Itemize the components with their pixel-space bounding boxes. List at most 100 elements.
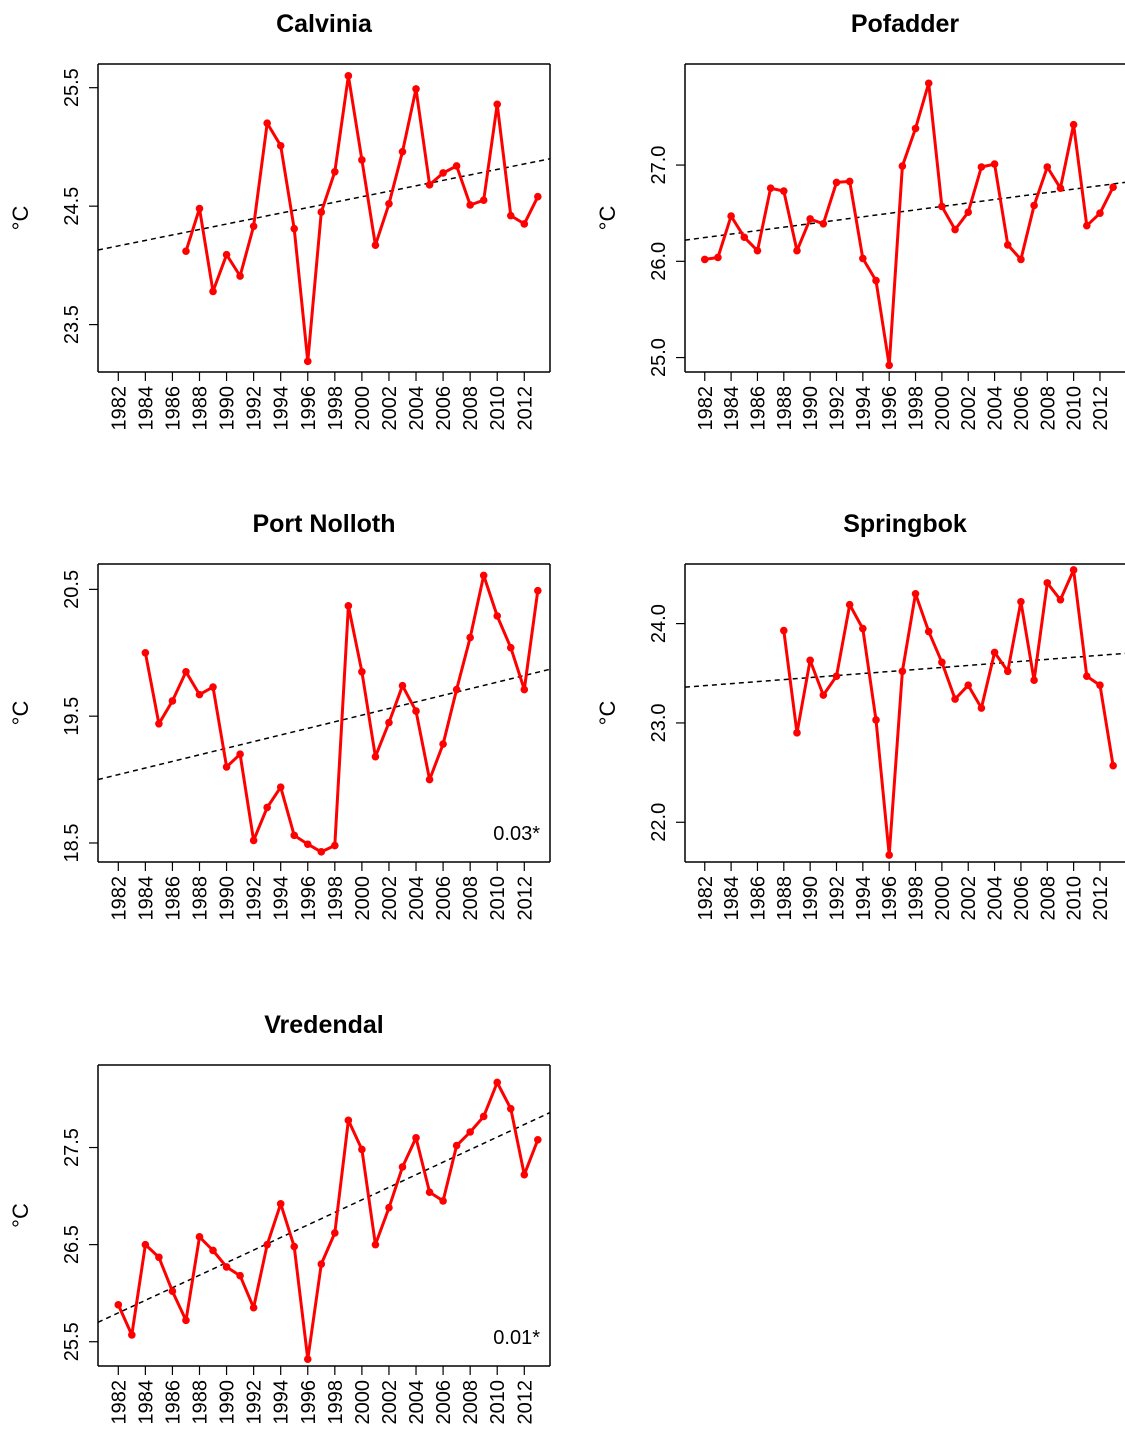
pofadder-data-point (766, 184, 775, 192)
vredendal-x-tick-label: 2012 (514, 1380, 536, 1425)
port-nolloth-data-point (371, 752, 380, 761)
port-nolloth-data-point (412, 707, 420, 715)
calvinia-data-point (182, 247, 190, 255)
pofadder-x-tick-label: 1982 (695, 386, 717, 431)
calvinia-x-tick-label: 1986 (162, 386, 184, 431)
vredendal-x-tick-label: 1986 (162, 1380, 184, 1425)
port-nolloth-data-point (317, 848, 326, 856)
pofadder-data-point (740, 233, 749, 242)
port-nolloth-y-axis-label: °C (8, 701, 33, 726)
pofadder-y-tick-label: 25.0 (648, 338, 670, 377)
pofadder-title: Pofadder (851, 10, 960, 38)
vredendal-data-point (249, 1303, 258, 1312)
calvinia-panel: Calvinia °C 23.5 24.5 25.5 1982 1984 1986 1988 19… (8, 10, 551, 431)
springbok-x-tick-label: 1994 (853, 876, 875, 921)
springbok-data-point (1069, 566, 1078, 574)
pofadder-data-point (1017, 255, 1025, 264)
pofadder-x-tick-label: 1990 (800, 386, 822, 431)
calvinia-x-tick-label: 2004 (406, 386, 428, 431)
pofadder-x-tick-label: 2008 (1037, 386, 1059, 431)
vredendal-y-tick-label: 26.5 (61, 1225, 83, 1264)
port-nolloth-data-point (195, 690, 204, 699)
vredendal-data-point (317, 1260, 326, 1268)
pofadder-data-point (753, 246, 762, 255)
vredendal-x-tick-label: 1988 (189, 1380, 211, 1425)
pofadder-x-tick-label: 2012 (1090, 386, 1112, 431)
vredendal-data-point (385, 1203, 393, 1212)
calvinia-series-line (184, 74, 540, 363)
springbok-x-tick-label: 2010 (1064, 876, 1086, 921)
port-nolloth-data-point (398, 681, 407, 690)
calvinia-x-tick-label: 1996 (298, 386, 320, 431)
springbok-data-point (819, 691, 828, 699)
port-nolloth-title: Port Nolloth (252, 510, 395, 538)
pofadder-data-point (1082, 221, 1091, 230)
springbok-title: Springbok (843, 510, 967, 538)
vredendal-data-point (141, 1240, 150, 1249)
pofadder-y-tick-label: 26.0 (648, 242, 670, 281)
port-nolloth-x-tick-label: 1992 (244, 876, 266, 921)
springbok-data-point (938, 658, 946, 667)
vredendal-x-tick-label: 2008 (460, 1380, 482, 1425)
springbok-data-point (780, 626, 788, 635)
calvinia-data-point (303, 357, 312, 366)
pofadder-x-tick-label: 1986 (747, 386, 769, 431)
springbok-x-tick-label: 2006 (1011, 876, 1033, 921)
pofadder-x-tick-label: 2006 (1011, 386, 1033, 431)
port-nolloth-data-point (236, 750, 244, 759)
port-nolloth-x-tick-label: 1990 (217, 876, 239, 921)
springbok-data-point (885, 851, 893, 859)
port-nolloth-data-point (168, 697, 177, 705)
pofadder-x-tick-label: 1998 (906, 386, 928, 431)
calvinia-data-point (276, 141, 285, 150)
port-nolloth-data-point (209, 683, 217, 691)
vredendal-data-point (155, 1253, 163, 1262)
pofadder-y-axis-label: °C (595, 206, 620, 231)
calvinia-data-point (195, 204, 204, 213)
pofadder-data-point (924, 79, 933, 88)
calvinia-data-point (439, 169, 447, 177)
springbok-data-point (832, 672, 841, 681)
vredendal-data-point (493, 1078, 502, 1087)
port-nolloth-x-tick-label: 1984 (135, 876, 157, 921)
vredendal-data-point (331, 1229, 339, 1237)
pofadder-data-point (806, 215, 814, 223)
vredendal-data-point (412, 1134, 420, 1142)
calvinia-x-tick-label: 1998 (325, 386, 347, 431)
vredendal-data-point (168, 1287, 177, 1296)
calvinia-title: Calvinia (276, 10, 373, 38)
vredendal-data-point (303, 1355, 312, 1364)
calvinia-data-point (290, 224, 299, 233)
port-nolloth-data-point (331, 841, 339, 850)
port-nolloth-trend-line (98, 668, 550, 781)
port-nolloth-x-tick-label: 1988 (189, 876, 211, 921)
vredendal-data-point (222, 1263, 231, 1271)
calvinia-data-point (358, 156, 366, 164)
port-nolloth-data-point (506, 643, 515, 652)
pofadder-data-point (819, 219, 828, 228)
springbok-x-tick-label: 2002 (958, 876, 980, 921)
vredendal-data-point (479, 1112, 488, 1121)
port-nolloth-significance-annotation: 0.03* (493, 823, 540, 845)
pofadder-data-point (964, 208, 973, 217)
port-nolloth-data-point (182, 667, 190, 676)
springbok-data-point (898, 667, 907, 676)
calvinia-x-tick-label: 1984 (135, 386, 157, 431)
pofadder-data-point (990, 160, 999, 168)
springbok-x-tick-label: 1990 (800, 876, 822, 921)
vredendal-data-point (236, 1271, 244, 1280)
vredendal-data-point (534, 1135, 542, 1144)
port-nolloth-data-point (534, 586, 542, 595)
vredendal-data-point (195, 1233, 204, 1241)
calvinia-data-point (452, 162, 461, 170)
vredendal-data-point (371, 1240, 380, 1249)
port-nolloth-data-point (439, 740, 447, 748)
springbok-data-point (793, 729, 801, 737)
pofadder-x-tick-label: 2010 (1064, 386, 1086, 431)
calvinia-y-tick-label: 24.5 (61, 187, 83, 226)
calvinia-data-point (371, 241, 380, 250)
vredendal-data-point (344, 1116, 353, 1125)
